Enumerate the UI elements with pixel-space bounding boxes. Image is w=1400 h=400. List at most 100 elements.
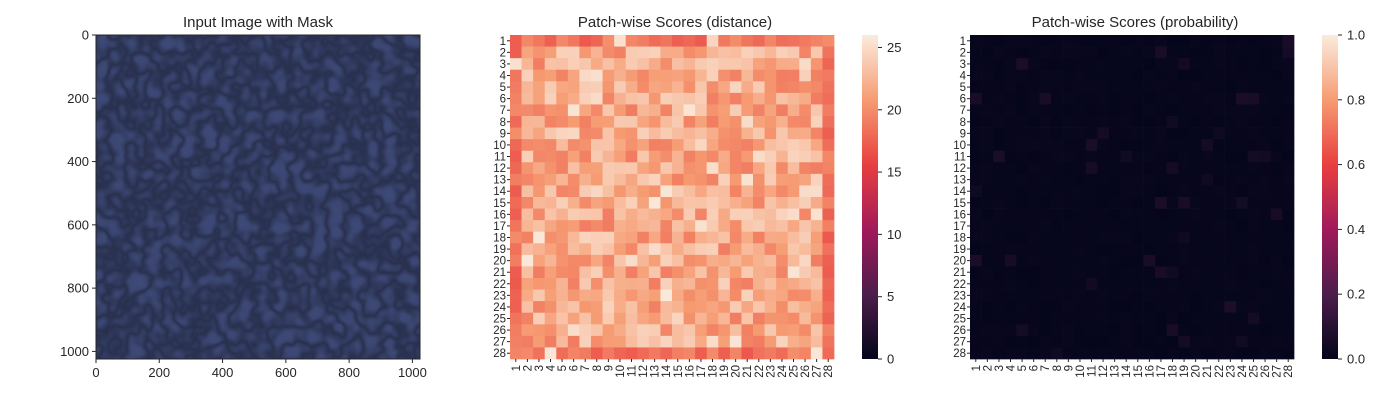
heatmap-cell: [648, 35, 661, 47]
heatmap-cell: [1236, 162, 1249, 175]
heatmap-cell: [567, 104, 580, 117]
heatmap-cell: [1016, 289, 1029, 302]
heatmap-cell: [637, 139, 650, 152]
heatmap-cell: [729, 127, 742, 140]
heatmap-cell: [1236, 81, 1249, 94]
heatmap-cell: [683, 185, 696, 198]
heatmap-cell: [1155, 116, 1168, 128]
heatmap-cell: [544, 150, 557, 163]
heatmap-cell: [1120, 127, 1133, 140]
heatmap-cell: [1259, 127, 1272, 140]
heatmap-cell: [510, 104, 522, 117]
heatmap-cell: [1201, 243, 1214, 256]
heatmap-cell: [672, 127, 684, 140]
heatmap-cell: [521, 243, 534, 256]
heatmap-cell: [1120, 324, 1133, 337]
heatmap-cell: [544, 347, 557, 360]
heatmap-cell: [1051, 173, 1063, 186]
heatmap-cell: [695, 231, 708, 244]
heatmap-cell: [993, 324, 1006, 337]
heatmap-cell: [981, 347, 994, 360]
heatmap-cell: [1166, 150, 1179, 163]
heatmap-cell: [1004, 104, 1017, 117]
heatmap-cell: [981, 335, 994, 348]
heatmap-cell: [787, 173, 800, 186]
heatmap-cell: [1270, 185, 1283, 198]
heatmap-cell: [579, 254, 592, 267]
heatmap-cell: [1236, 139, 1249, 152]
heatmap-cell: [1108, 220, 1121, 233]
heatmap-cell: [1270, 197, 1283, 209]
heatmap-cell: [672, 231, 684, 244]
heatmap-cell: [625, 35, 638, 47]
heatmap-cell: [1247, 35, 1260, 47]
heatmap-cell: [1155, 127, 1168, 140]
row-label: 10: [493, 140, 506, 152]
row-label: 28: [493, 348, 506, 360]
row-label: 15: [493, 198, 506, 210]
heatmap-cell: [741, 335, 754, 348]
heatmap-cell: [1259, 347, 1272, 360]
heatmap-cell: [1062, 69, 1075, 82]
heatmap-cell: [1027, 324, 1040, 337]
heatmap-cell: [1247, 197, 1260, 209]
heatmap-cell: [614, 173, 627, 186]
heatmap-cell: [1108, 335, 1121, 348]
heatmap-cell: [799, 266, 812, 279]
heatmap-cell: [1236, 301, 1249, 314]
col-label: 28: [1283, 365, 1295, 378]
heatmap-cell: [521, 162, 534, 175]
heatmap-cell: [1282, 335, 1295, 348]
heatmap-cell: [591, 116, 603, 128]
heatmap-cell: [579, 335, 592, 348]
heatmap-cell: [764, 289, 777, 302]
heatmap-cell: [729, 104, 742, 117]
image-y-tick-label: 200: [67, 91, 89, 106]
heatmap-cell: [776, 254, 789, 267]
heatmap-cell: [1108, 197, 1121, 209]
heatmap-cell: [764, 69, 777, 82]
heatmap-cell: [810, 35, 823, 47]
heatmap-cell: [625, 335, 638, 348]
heatmap-cell: [1178, 231, 1191, 244]
heatmap-cell: [981, 231, 994, 244]
heatmap-cell: [810, 208, 823, 221]
heatmap-cell: [753, 243, 765, 256]
heatmap-cell: [660, 173, 673, 186]
heatmap-cell: [787, 81, 800, 94]
heatmap-cell: [764, 266, 777, 279]
heatmap-cell: [741, 173, 754, 186]
heatmap-cell: [660, 139, 673, 152]
heatmap-cell: [1178, 150, 1191, 163]
heatmap-cell: [1247, 220, 1260, 233]
heatmap-cell: [672, 197, 684, 209]
heatmap-cell: [544, 208, 557, 221]
heatmap-cell: [556, 92, 569, 105]
heatmap-cell: [1051, 104, 1063, 117]
heatmap-cell: [1120, 335, 1133, 348]
heatmap-cell: [1016, 301, 1029, 314]
heatmap-cell: [1282, 92, 1295, 105]
heatmap-cell: [660, 104, 673, 117]
heatmap-cell: [683, 324, 696, 337]
heatmap-cell: [1085, 254, 1098, 267]
heatmap-cell: [1282, 69, 1295, 82]
heatmap-cell: [706, 301, 719, 314]
heatmap-cell: [1213, 35, 1225, 47]
heatmap-cell: [533, 324, 546, 337]
heatmap-cell: [1120, 81, 1133, 94]
heatmap-cell: [683, 335, 696, 348]
heatmap-cell: [637, 150, 650, 163]
heatmap-cell: [602, 185, 615, 198]
heatmap-cell: [753, 116, 765, 128]
heatmap-cell: [579, 312, 592, 325]
heatmap-cell: [533, 127, 546, 140]
row-label: 23: [493, 290, 506, 302]
heatmap-cell: [1178, 254, 1191, 267]
heatmap-cell: [660, 301, 673, 314]
heatmap-cell: [787, 127, 800, 140]
heatmap-cell: [614, 266, 627, 279]
heatmap-cell: [1039, 278, 1052, 290]
heatmap-cell: [637, 46, 650, 59]
